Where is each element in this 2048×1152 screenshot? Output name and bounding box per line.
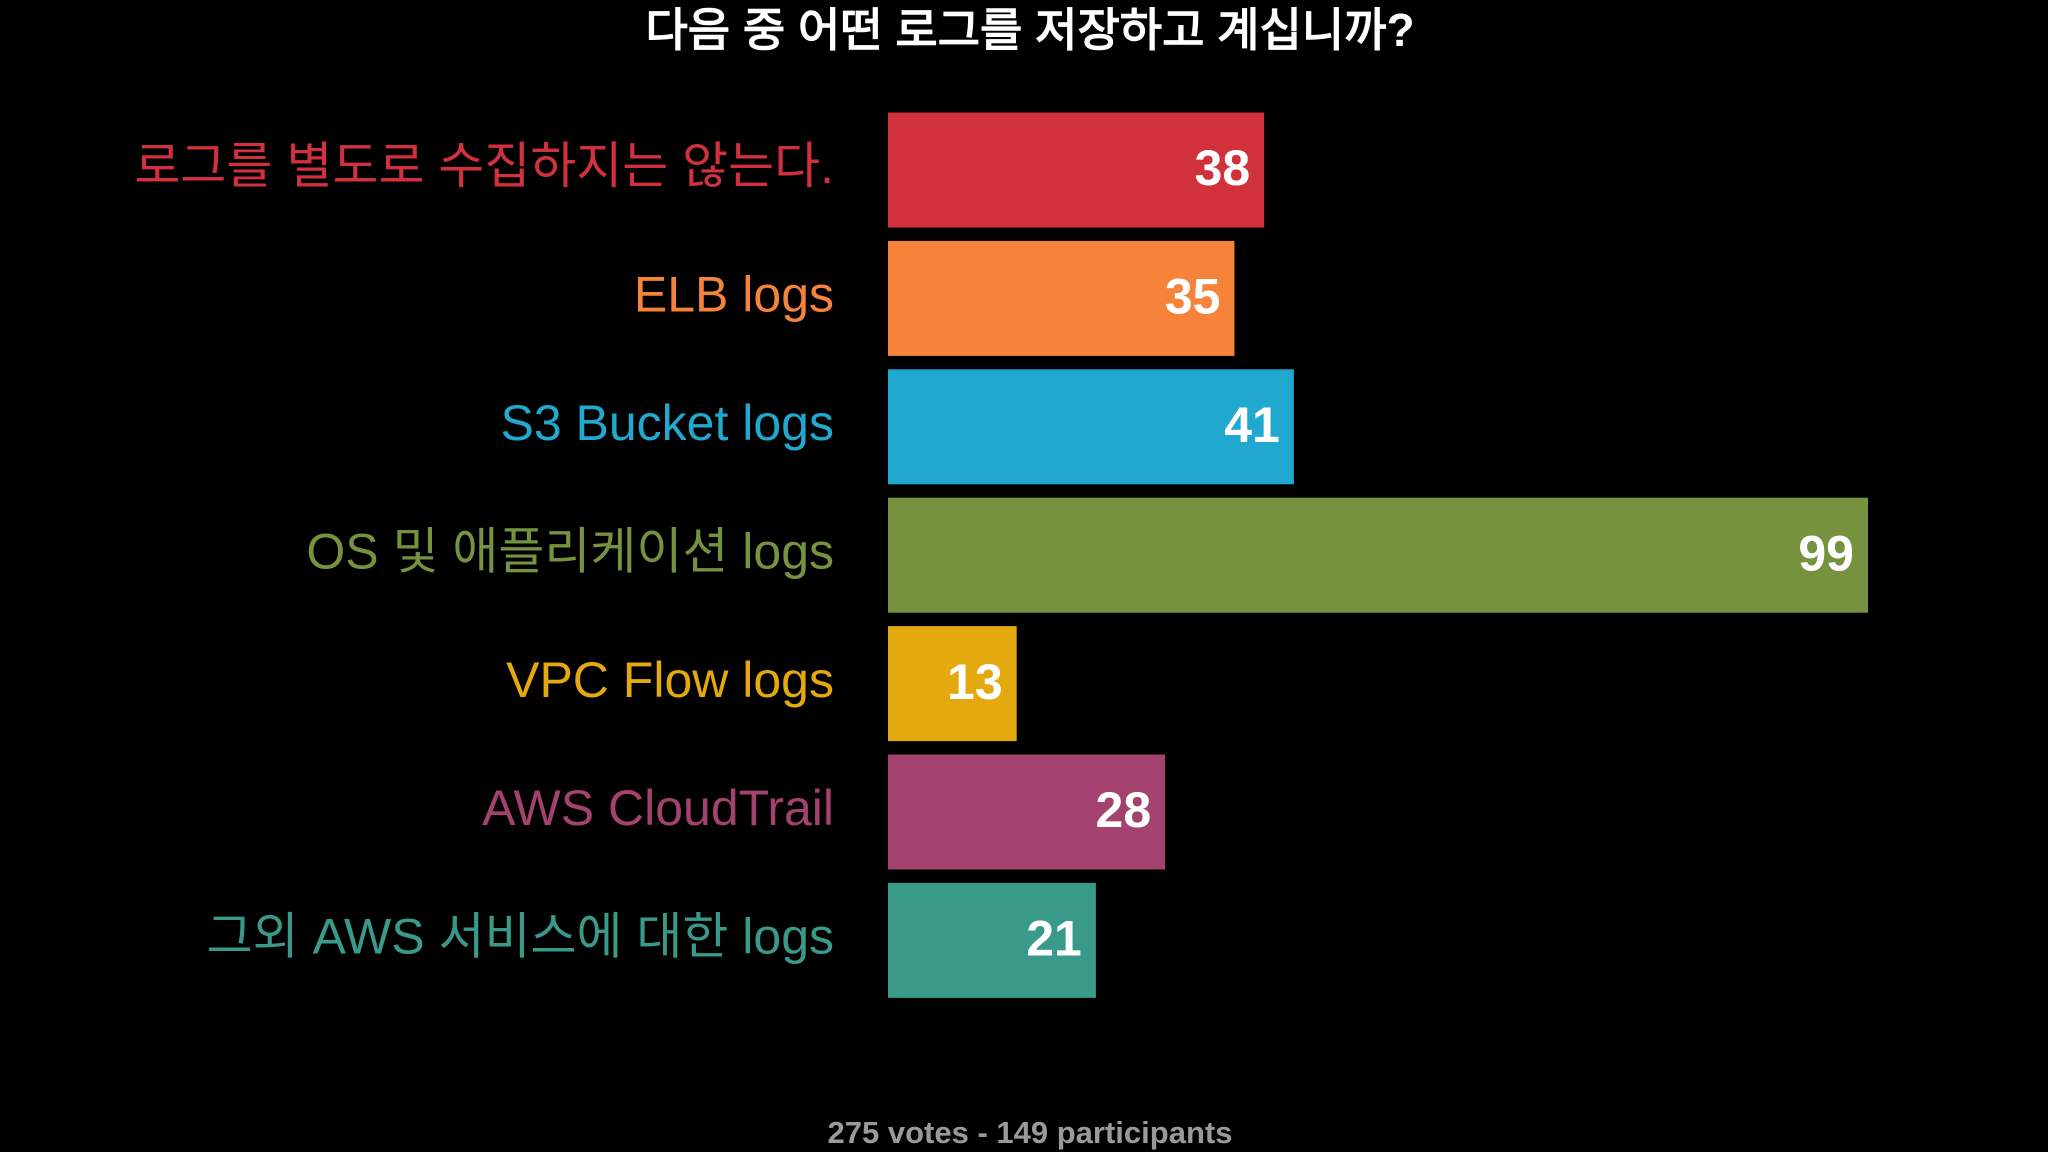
category-label: S3 Bucket logs (500, 395, 834, 451)
category-label: AWS CloudTrail (482, 780, 834, 836)
value-label: 35 (1165, 269, 1221, 325)
bar (888, 240, 1235, 356)
category-label: ELB logs (634, 267, 834, 323)
value-label: 41 (1224, 397, 1280, 453)
bar (888, 882, 1096, 998)
category-label: OS 및 애플리케이션 logs (306, 523, 834, 579)
value-label: 28 (1096, 782, 1152, 838)
bar (888, 626, 1017, 742)
chart-title: 다음 중 어떤 로그를 저장하고 계십니까? (645, 4, 1414, 56)
category-label: 그외 AWS 서비스에 대한 logs (207, 909, 834, 965)
value-label: 38 (1195, 140, 1251, 196)
footer: 275 votes - 149 participants (828, 1115, 1233, 1150)
value-label: 99 (1798, 525, 1854, 581)
bar (888, 369, 1294, 485)
category-label: VPC Flow logs (506, 652, 834, 708)
value-label: 21 (1026, 911, 1082, 967)
value-label: 13 (947, 654, 1003, 710)
bar (888, 754, 1166, 870)
bar (888, 112, 1265, 228)
category-label: 로그를 별도로 수집하지는 않는다. (134, 138, 834, 194)
bar (888, 497, 1868, 613)
